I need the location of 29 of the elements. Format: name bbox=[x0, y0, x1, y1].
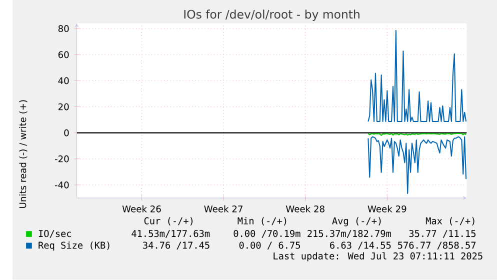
legend-label: IO/sec bbox=[38, 230, 72, 238]
y-axis-title: Units read (-) / write (+) bbox=[19, 100, 28, 208]
text: 0.00 / 6.75 bbox=[239, 242, 300, 250]
line-series bbox=[368, 136, 467, 194]
text: 215.37m/182.79m bbox=[308, 230, 391, 238]
text: Avg (-/+) bbox=[332, 217, 381, 226]
text: 41.53m/177.63m bbox=[132, 230, 210, 238]
legend-label: Req Size (KB) bbox=[38, 242, 110, 251]
text: Cur (-/+) bbox=[144, 217, 193, 226]
y-tick-label: 80 bbox=[58, 25, 69, 32]
text: 0.00 /70.19m bbox=[234, 230, 300, 238]
y-tick-label: 60 bbox=[58, 51, 69, 58]
x-tick-label: Week 27 bbox=[204, 205, 242, 212]
y-tick-label: -40 bbox=[54, 182, 69, 188]
text: 34.76 /17.45 bbox=[143, 242, 210, 250]
text: 35.77 /11.15 bbox=[409, 230, 476, 238]
text: Max (-/+) bbox=[426, 217, 474, 226]
text: Min (-/+) bbox=[238, 217, 286, 226]
text: 6.63 /14.55 bbox=[330, 242, 391, 250]
text: 576.77 /858.57 bbox=[398, 242, 476, 250]
text: Last update: Wed Jul 23 07:11:11 2025 bbox=[274, 252, 482, 262]
y-tick-label: 20 bbox=[58, 103, 69, 110]
chart-title: IOs for /dev/ol/root - by month bbox=[184, 10, 360, 22]
y-tick-label: -20 bbox=[54, 156, 69, 162]
x-tick-label: Week 26 bbox=[122, 205, 161, 212]
x-tick-label: Week 29 bbox=[368, 205, 406, 212]
y-tick-label: 0 bbox=[64, 129, 69, 136]
x-tick-label: Week 28 bbox=[286, 205, 324, 212]
y-tick-label: 40 bbox=[58, 77, 69, 84]
